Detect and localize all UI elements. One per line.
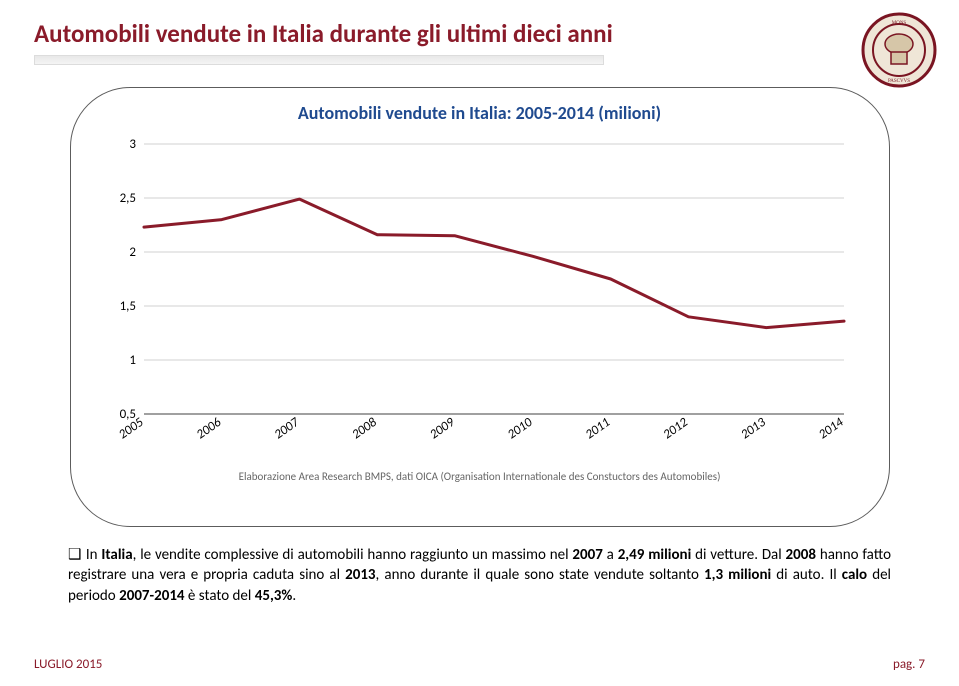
- body-t7: di auto. Il: [771, 566, 842, 584]
- footer: LUGLIO 2015 pag. 7: [34, 657, 925, 672]
- svg-text:3: 3: [129, 137, 136, 152]
- svg-text:2011: 2011: [582, 415, 612, 442]
- body-b9: 45,3%: [255, 587, 293, 605]
- svg-text:PASCVVS: PASCVVS: [888, 79, 910, 84]
- footer-date: LUGLIO 2015: [34, 657, 102, 672]
- body-t6: , anno durante il quale sono state vendu…: [376, 566, 704, 584]
- svg-text:2,5: 2,5: [119, 191, 135, 206]
- chart-title: Automobili vendute in Italia: 2005-2014 …: [95, 102, 865, 124]
- body-b3: 2,49 milioni: [618, 546, 692, 564]
- svg-text:2006: 2006: [193, 415, 224, 443]
- chart-area: 0,511,522,532005200620072008200920102011…: [100, 134, 860, 464]
- svg-text:2007: 2007: [271, 415, 302, 443]
- body-b4: 2008: [786, 546, 816, 564]
- body-b5: 2013: [345, 566, 375, 584]
- page-title: Automobili vendute in Italia durante gli…: [34, 18, 925, 49]
- svg-text:1: 1: [129, 353, 136, 368]
- svg-text:2014: 2014: [816, 415, 847, 443]
- body-b1: Italia: [101, 546, 132, 564]
- svg-text:1,5: 1,5: [119, 299, 135, 314]
- title-underline: [34, 55, 604, 65]
- footer-page: pag. 7: [893, 657, 925, 672]
- body-t9: è stato del: [185, 587, 255, 605]
- body-t1: In: [86, 546, 102, 564]
- svg-text:2012: 2012: [660, 415, 691, 443]
- line-chart: 0,511,522,532005200620072008200920102011…: [100, 134, 860, 464]
- body-b7: calo: [842, 566, 867, 584]
- body-t2: , le vendite complessive di automobili h…: [133, 546, 573, 564]
- chart-source: Elaborazione Area Research BMPS, dati OI…: [95, 470, 865, 483]
- body-b2: 2007: [572, 546, 602, 564]
- chart-card: Automobili vendute in Italia: 2005-2014 …: [70, 87, 890, 527]
- svg-text:2008: 2008: [349, 415, 380, 443]
- body-t10: .: [292, 587, 296, 605]
- body-t4: di vetture. Dal: [691, 546, 785, 564]
- body-b8: 2007-2014: [119, 587, 184, 605]
- svg-text:2: 2: [129, 245, 136, 260]
- mps-logo-icon: MONS PASCVVS: [861, 12, 937, 88]
- body-t3: a: [603, 546, 618, 564]
- bullet-marker: ❑: [68, 545, 82, 565]
- svg-text:2010: 2010: [504, 415, 535, 443]
- svg-text:2013: 2013: [738, 415, 769, 443]
- svg-text:MONS: MONS: [892, 21, 907, 26]
- svg-text:2009: 2009: [427, 415, 458, 443]
- body-b6: 1,3 milioni: [704, 566, 771, 584]
- body-paragraph: ❑ In Italia, le vendite complessive di a…: [68, 545, 891, 606]
